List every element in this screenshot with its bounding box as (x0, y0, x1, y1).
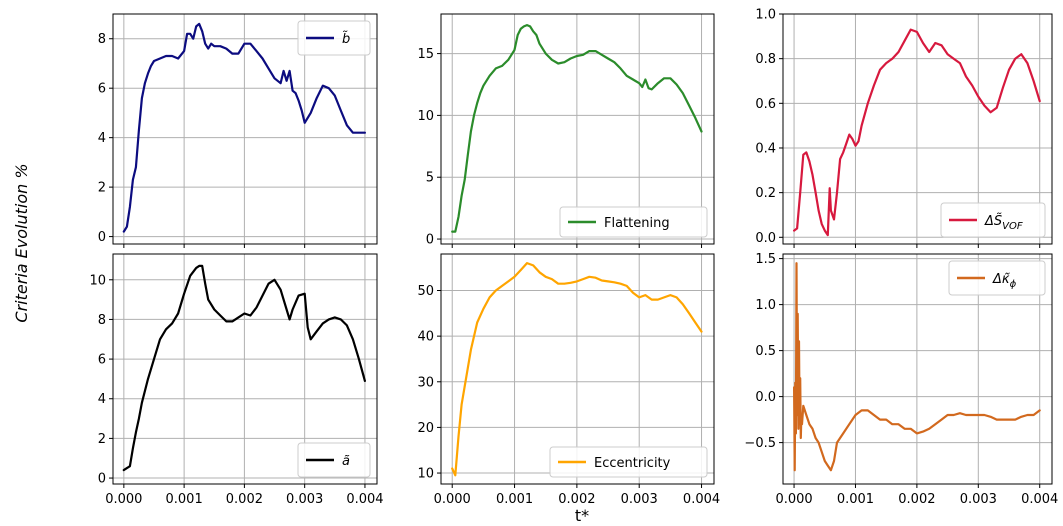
x-tick-label: 0.002 (898, 492, 935, 507)
y-tick-label: 2 (98, 432, 106, 447)
subplot-1: 0 2 4 6 8 b̃ (98, 13, 378, 248)
axes-frame (782, 13, 1053, 245)
series-line (792, 28, 1041, 237)
series-line (792, 262, 1041, 472)
y-tick-label: 50 (417, 284, 434, 299)
y-tick-label: 0.4 (755, 141, 776, 156)
y-tick-label: 6 (98, 82, 106, 97)
y-tick-label: 1.0 (755, 298, 776, 313)
y-tick-label: −0.5 (744, 436, 776, 451)
y-tick-label: 30 (417, 375, 434, 390)
legend-label: Δκ̃ϕ (992, 272, 1017, 290)
y-tick-label: 1.5 (755, 252, 776, 267)
axes-frame (440, 253, 715, 485)
y-tick-label: 4 (98, 392, 106, 407)
y-tick-label: 0 (98, 230, 106, 245)
x-tick-label: 0.002 (558, 492, 595, 507)
x-tick-label: 0.003 (286, 492, 323, 507)
figure-xlabel: t* (575, 506, 589, 525)
axes-frame (112, 253, 378, 485)
y-tick-label: 0.8 (755, 52, 776, 67)
subplot-grid: 0 2 4 6 8 b̃ 0 5 10 15 Flattening 0.0 0.2 0.4 0.6 0.8 1.… (89, 8, 1058, 508)
y-tick-label: 0.6 (755, 97, 776, 112)
y-tick-label: 10 (89, 273, 106, 288)
x-tick-label: 0.003 (621, 492, 658, 507)
legend: ã (297, 442, 371, 478)
subplot-2: 0 5 10 15 Flattening (417, 13, 715, 248)
legend-label: b̃ (342, 32, 350, 47)
x-tick-label: 0.000 (775, 492, 812, 507)
x-tick-label: 0.004 (346, 492, 383, 507)
figure-ylabel: Criteria Evolution % (12, 163, 31, 322)
legend: ΔS̃VOF (940, 202, 1046, 238)
y-tick-label: 5 (426, 171, 434, 186)
legend-box (549, 446, 708, 478)
legend-label: ΔS̃VOF (984, 214, 1023, 232)
y-tick-label: 0.5 (755, 344, 776, 359)
axes-frame (112, 13, 378, 245)
x-tick-label: 0.002 (226, 492, 263, 507)
x-tick-label: 0.004 (683, 492, 720, 507)
y-tick-label: 0 (426, 233, 434, 248)
subplot-5: 0.000 0.001 0.002 0.003 0.004 10 20 30 40 50 Eccen… (417, 253, 720, 507)
x-tick-label: 0.001 (496, 492, 533, 507)
subplot-4: 0.000 0.001 0.002 0.003 0.004 0 2 4 6 8 10 ã (89, 253, 384, 507)
legend-box (559, 206, 708, 238)
y-tick-label: 0.0 (755, 231, 776, 246)
y-tick-label: 2 (98, 181, 106, 196)
series-line (451, 24, 703, 233)
y-tick-label: 0.0 (755, 390, 776, 405)
y-tick-label: 6 (98, 353, 106, 368)
x-tick-label: 0.004 (1021, 492, 1058, 507)
subplot-6: 0.000 0.001 0.002 0.003 0.004 −0.5 0.0 0.5 1.0 1.… (744, 252, 1058, 507)
y-tick-label: 15 (417, 47, 434, 62)
legend: Flattening (559, 206, 708, 238)
x-tick-label: 0.001 (166, 492, 203, 507)
y-tick-label: 10 (417, 467, 434, 482)
y-tick-label: 1.0 (755, 8, 776, 23)
y-tick-label: 8 (98, 313, 106, 328)
series-line (451, 262, 703, 477)
y-tick-label: 0.2 (755, 186, 776, 201)
y-tick-label: 0 (98, 472, 106, 487)
x-tick-label: 0.000 (434, 492, 471, 507)
axes-frame (782, 253, 1053, 485)
legend: Δκ̃ϕ (948, 260, 1046, 296)
y-tick-label: 10 (417, 109, 434, 124)
y-tick-label: 4 (98, 131, 106, 146)
axes-frame (440, 13, 715, 245)
x-tick-label: 0.001 (837, 492, 874, 507)
legend-box (940, 202, 1046, 238)
legend-label: Flattening (604, 216, 670, 231)
subplot-3: 0.0 0.2 0.4 0.6 0.8 1.0 ΔS̃VOF (755, 8, 1053, 248)
y-tick-label: 40 (417, 330, 434, 345)
y-tick-label: 8 (98, 32, 106, 47)
legend-label: ã (342, 454, 350, 469)
x-tick-label: 0.003 (960, 492, 997, 507)
x-tick-label: 0.000 (105, 492, 142, 507)
legend-label: Eccentricity (594, 456, 671, 471)
series-line (122, 22, 366, 233)
legend: b̃ (297, 20, 371, 56)
y-tick-label: 20 (417, 421, 434, 436)
legend-box (948, 260, 1046, 296)
series-line (122, 264, 366, 472)
legend: Eccentricity (549, 446, 708, 478)
